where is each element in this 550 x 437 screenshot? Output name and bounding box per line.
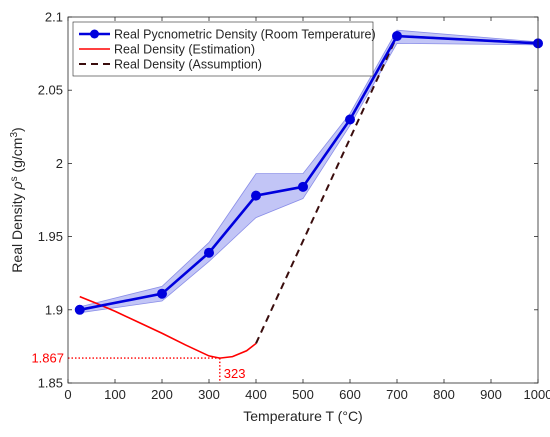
legend: Real Pycnometric Density (Room Temperatu… <box>72 21 376 77</box>
y-reference-label: 1.867 <box>31 351 64 366</box>
legend-label: Real Pycnometric Density (Room Temperatu… <box>114 28 376 42</box>
pycnometric-density-point <box>392 31 402 42</box>
legend-marker <box>90 29 99 39</box>
y-axis-label-main: Real Density <box>9 189 25 272</box>
y-tick-label: 1.9 <box>45 302 63 317</box>
x-tick-label: 300 <box>198 387 220 402</box>
legend-label: Real Density (Estimation) <box>114 43 255 57</box>
legend-box <box>72 21 374 77</box>
x-axis-ticks: 0 100 200 300 400 500 600 700 800 900 1000 <box>64 17 550 402</box>
y-tick-label: 2.05 <box>38 83 63 98</box>
x-tick-label: 500 <box>292 387 314 402</box>
y-axis-label-close: ) <box>9 127 25 132</box>
annotations-layer: 1.867 323 <box>31 351 245 381</box>
legend-label: Real Density (Assumption) <box>114 58 262 72</box>
pycnometric-density-point <box>345 114 355 125</box>
y-axis-label-unit: (g/cm <box>9 138 25 177</box>
y-axis-label: Real Density ρs (g/cm3) <box>9 127 26 272</box>
x-tick-label: 800 <box>433 387 455 402</box>
x-tick-label: 900 <box>480 387 502 402</box>
markers-layer <box>74 31 543 315</box>
x-tick-label: 1000 <box>524 387 550 402</box>
y-axis-label-sup: s <box>9 176 20 181</box>
x-tick-label: 600 <box>339 387 361 402</box>
reference-lines-layer <box>68 357 221 383</box>
pycnometric-density-point <box>251 190 261 201</box>
y-axis-label-unit-sup: 3 <box>9 132 20 138</box>
y-axis-ticks: 1.85 1.9 1.95 2 2.05 2.1 <box>38 10 538 391</box>
estimation-line <box>79 295 257 359</box>
x-tick-label: 200 <box>151 387 173 402</box>
pycnometric-density-point <box>157 288 167 299</box>
pycnometric-density-point <box>204 247 214 258</box>
x-reference-label: 323 <box>224 366 246 381</box>
y-tick-label: 1.85 <box>38 376 63 391</box>
y-tick-label: 2 <box>56 156 63 171</box>
pycnometric-density-point <box>74 304 85 315</box>
x-tick-label: 400 <box>245 387 267 402</box>
y-tick-label: 1.95 <box>38 229 63 244</box>
x-tick-label: 100 <box>104 387 126 402</box>
pycnometric-density-line <box>79 34 539 312</box>
x-tick-label: 700 <box>386 387 408 402</box>
y-axis-label-rho: ρ <box>9 181 25 190</box>
pycnometric-density-point <box>298 181 308 192</box>
x-axis-label: Temperature T (°C) <box>243 408 362 424</box>
plot-area <box>68 17 538 383</box>
x-tick-label: 0 <box>64 387 71 402</box>
y-tick-label: 2.1 <box>45 10 63 25</box>
